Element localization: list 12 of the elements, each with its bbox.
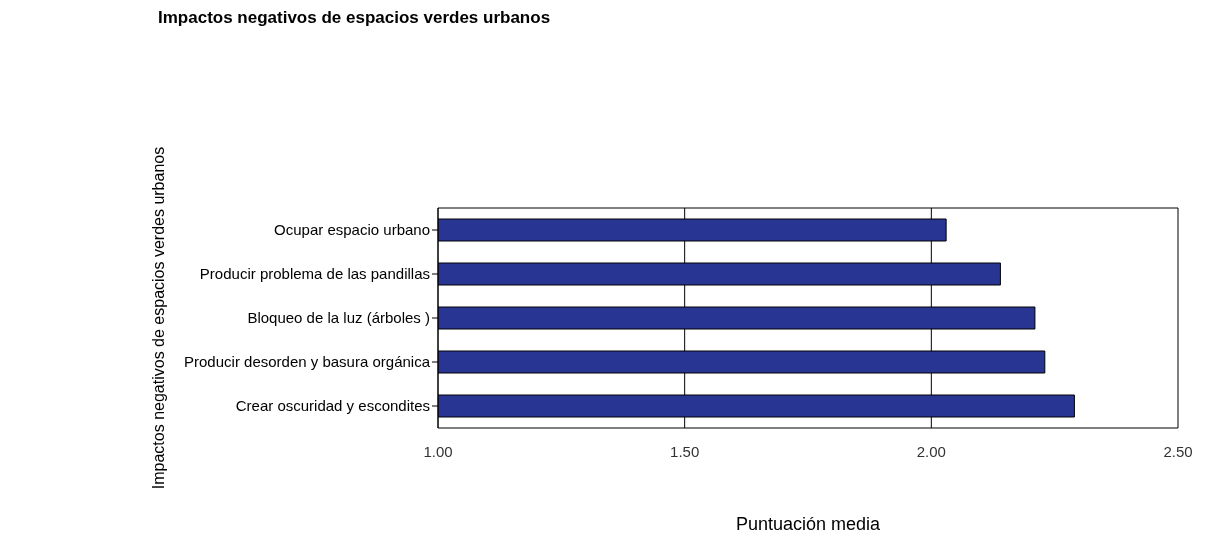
x-tick-label: 2.50 xyxy=(1163,442,1193,460)
x-tick-label: 1.50 xyxy=(670,442,700,460)
chart-title: Impactos negativos de espacios verdes urbanos xyxy=(157,8,552,29)
x-tick-label: 1.00 xyxy=(423,442,453,460)
x-axis-title: Puntuación media xyxy=(735,514,882,534)
y-axis-title: Impactos negativos de espacios verdes urbanos xyxy=(149,146,167,490)
y-tick-label: Producir desorden y basura orgánica xyxy=(184,353,431,371)
y-tick-label: Ocupar espacio urbano xyxy=(274,221,430,239)
y-tick-label: Producir problema de las pandillas xyxy=(199,265,430,283)
y-tick-label: Crear oscuridad y escondites xyxy=(235,397,430,415)
x-tick-label: 2.00 xyxy=(916,442,946,460)
y-tick-label: Bloqueo de la luz (árboles ) xyxy=(247,309,430,327)
